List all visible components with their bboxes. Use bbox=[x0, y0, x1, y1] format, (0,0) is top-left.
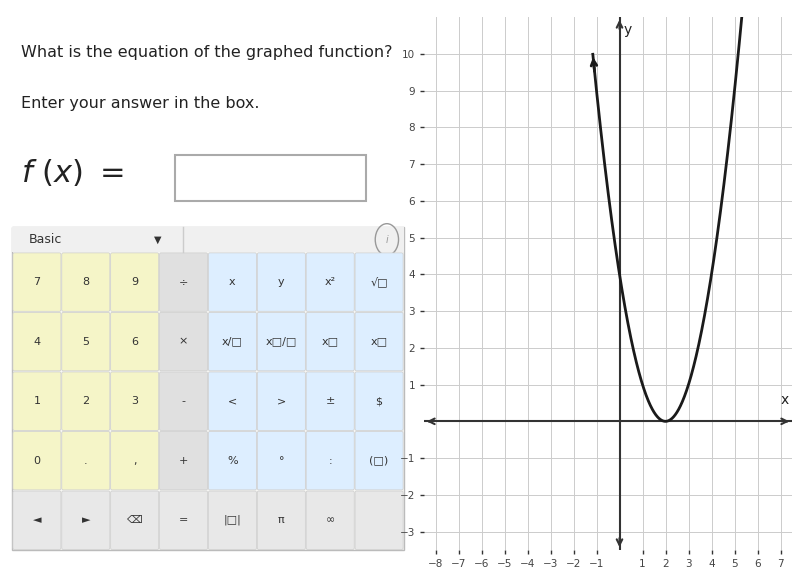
Text: y: y bbox=[278, 277, 285, 287]
Text: =: = bbox=[179, 515, 188, 525]
Text: (□): (□) bbox=[370, 456, 389, 466]
FancyBboxPatch shape bbox=[258, 431, 306, 490]
FancyBboxPatch shape bbox=[306, 372, 354, 430]
FancyBboxPatch shape bbox=[13, 227, 403, 252]
FancyBboxPatch shape bbox=[355, 312, 403, 371]
FancyBboxPatch shape bbox=[62, 491, 110, 549]
FancyBboxPatch shape bbox=[355, 372, 403, 430]
Text: $f\ (x)\ =$: $f\ (x)\ =$ bbox=[21, 158, 123, 188]
FancyBboxPatch shape bbox=[258, 491, 306, 549]
Text: :: : bbox=[328, 456, 332, 466]
Text: Enter your answer in the box.: Enter your answer in the box. bbox=[21, 96, 259, 111]
Text: 9: 9 bbox=[131, 277, 138, 287]
Text: 5: 5 bbox=[82, 337, 90, 346]
Text: ×: × bbox=[179, 337, 188, 346]
Text: .: . bbox=[84, 456, 88, 466]
Text: +: + bbox=[179, 456, 188, 466]
FancyBboxPatch shape bbox=[355, 253, 403, 311]
FancyBboxPatch shape bbox=[13, 372, 61, 430]
FancyBboxPatch shape bbox=[306, 253, 354, 311]
Text: x: x bbox=[229, 277, 236, 287]
FancyBboxPatch shape bbox=[13, 431, 61, 490]
Text: ÷: ÷ bbox=[179, 277, 188, 287]
FancyBboxPatch shape bbox=[13, 227, 403, 550]
Text: ◄: ◄ bbox=[33, 515, 41, 525]
FancyBboxPatch shape bbox=[62, 312, 110, 371]
Text: x□: x□ bbox=[370, 337, 388, 346]
Text: ±: ± bbox=[326, 396, 335, 406]
FancyBboxPatch shape bbox=[110, 431, 158, 490]
FancyBboxPatch shape bbox=[355, 431, 403, 490]
FancyBboxPatch shape bbox=[159, 372, 207, 430]
Text: i: i bbox=[386, 235, 388, 244]
Text: ,: , bbox=[133, 456, 137, 466]
Text: 4: 4 bbox=[34, 337, 41, 346]
FancyBboxPatch shape bbox=[110, 253, 158, 311]
FancyBboxPatch shape bbox=[258, 312, 306, 371]
FancyBboxPatch shape bbox=[209, 312, 257, 371]
Text: |□|: |□| bbox=[223, 515, 242, 526]
FancyBboxPatch shape bbox=[62, 431, 110, 490]
Text: 2: 2 bbox=[82, 396, 90, 406]
FancyBboxPatch shape bbox=[209, 431, 257, 490]
Text: 6: 6 bbox=[131, 337, 138, 346]
FancyBboxPatch shape bbox=[258, 372, 306, 430]
FancyBboxPatch shape bbox=[13, 312, 61, 371]
FancyBboxPatch shape bbox=[110, 491, 158, 549]
Text: 7: 7 bbox=[34, 277, 41, 287]
FancyBboxPatch shape bbox=[306, 431, 354, 490]
FancyBboxPatch shape bbox=[159, 491, 207, 549]
Text: Basic: Basic bbox=[29, 233, 62, 246]
FancyBboxPatch shape bbox=[110, 312, 158, 371]
Text: y: y bbox=[624, 23, 632, 36]
Text: x²: x² bbox=[325, 277, 336, 287]
FancyBboxPatch shape bbox=[355, 491, 403, 549]
FancyBboxPatch shape bbox=[306, 312, 354, 371]
Text: ⌫: ⌫ bbox=[127, 515, 142, 525]
Text: ∞: ∞ bbox=[326, 515, 335, 525]
FancyBboxPatch shape bbox=[110, 372, 158, 430]
FancyBboxPatch shape bbox=[174, 155, 366, 201]
Text: -: - bbox=[182, 396, 186, 406]
Text: x□: x□ bbox=[322, 337, 338, 346]
Text: $: $ bbox=[375, 396, 382, 406]
FancyBboxPatch shape bbox=[159, 253, 207, 311]
Text: x: x bbox=[780, 392, 789, 407]
FancyBboxPatch shape bbox=[258, 253, 306, 311]
Text: >: > bbox=[277, 396, 286, 406]
Text: 0: 0 bbox=[34, 456, 41, 466]
Text: x/□: x/□ bbox=[222, 337, 243, 346]
FancyBboxPatch shape bbox=[13, 491, 61, 549]
FancyBboxPatch shape bbox=[159, 312, 207, 371]
Text: 3: 3 bbox=[131, 396, 138, 406]
Text: x□/□: x□/□ bbox=[266, 337, 297, 346]
FancyBboxPatch shape bbox=[13, 253, 61, 311]
FancyBboxPatch shape bbox=[209, 491, 257, 549]
FancyBboxPatch shape bbox=[209, 372, 257, 430]
Text: 1: 1 bbox=[34, 396, 41, 406]
Text: %: % bbox=[227, 456, 238, 466]
FancyBboxPatch shape bbox=[62, 253, 110, 311]
FancyBboxPatch shape bbox=[159, 431, 207, 490]
Text: <: < bbox=[228, 396, 237, 406]
Text: What is the equation of the graphed function?: What is the equation of the graphed func… bbox=[21, 45, 392, 60]
FancyBboxPatch shape bbox=[62, 372, 110, 430]
Text: ►: ► bbox=[82, 515, 90, 525]
Text: π: π bbox=[278, 515, 285, 525]
FancyBboxPatch shape bbox=[306, 491, 354, 549]
Text: ▼: ▼ bbox=[154, 235, 162, 244]
Text: °: ° bbox=[278, 456, 284, 466]
FancyBboxPatch shape bbox=[209, 253, 257, 311]
Text: 8: 8 bbox=[82, 277, 90, 287]
Text: √□: √□ bbox=[370, 277, 388, 287]
